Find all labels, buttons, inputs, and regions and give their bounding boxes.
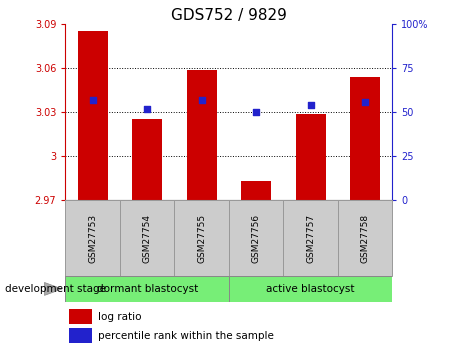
Bar <box>78 31 108 200</box>
Bar <box>175 200 229 276</box>
Text: GSM27756: GSM27756 <box>252 214 261 263</box>
Bar <box>350 77 380 200</box>
Bar <box>132 119 162 200</box>
Text: GSM27755: GSM27755 <box>197 214 206 263</box>
Bar <box>229 276 392 302</box>
Point <box>143 106 151 111</box>
Bar <box>69 328 92 343</box>
Bar <box>120 200 175 276</box>
Bar <box>296 114 326 200</box>
Bar <box>65 200 120 276</box>
Bar <box>187 70 216 200</box>
Text: GSM27757: GSM27757 <box>306 214 315 263</box>
Bar <box>65 276 229 302</box>
Point <box>198 97 205 102</box>
Bar <box>283 200 338 276</box>
Bar <box>229 200 283 276</box>
Text: log ratio: log ratio <box>98 312 142 322</box>
Point <box>253 109 260 115</box>
Bar <box>241 181 271 200</box>
Text: development stage: development stage <box>5 284 106 294</box>
Point <box>307 102 314 108</box>
Text: GSM27758: GSM27758 <box>361 214 370 263</box>
Polygon shape <box>45 283 62 295</box>
Text: GSM27754: GSM27754 <box>143 214 152 263</box>
Title: GDS752 / 9829: GDS752 / 9829 <box>171 8 287 23</box>
Point <box>89 97 96 102</box>
Text: active blastocyst: active blastocyst <box>267 284 355 294</box>
Text: dormant blastocyst: dormant blastocyst <box>97 284 198 294</box>
Text: GSM27753: GSM27753 <box>88 214 97 263</box>
Bar <box>338 200 392 276</box>
Bar <box>69 309 92 324</box>
Point <box>362 99 369 104</box>
Text: percentile rank within the sample: percentile rank within the sample <box>98 331 274 341</box>
